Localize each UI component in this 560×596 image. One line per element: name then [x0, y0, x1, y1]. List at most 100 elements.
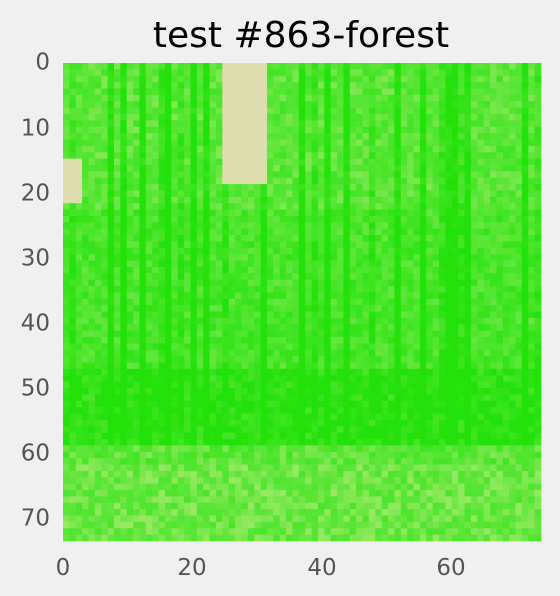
image-pixel: [445, 184, 453, 191]
image-pixel: [88, 298, 96, 306]
image-pixel: [279, 190, 287, 198]
image-pixel: [400, 82, 408, 89]
image-pixel: [477, 228, 485, 236]
image-pixel: [158, 158, 166, 166]
image-pixel: [184, 298, 191, 306]
image-pixel: [343, 133, 351, 140]
image-pixel: [222, 190, 230, 198]
image-pixel: [439, 298, 446, 306]
image-pixel: [419, 419, 427, 427]
image-pixel: [215, 388, 223, 395]
image-pixel: [490, 400, 497, 408]
image-pixel: [241, 419, 249, 427]
image-pixel: [521, 343, 529, 351]
image-pixel: [311, 464, 319, 472]
image-pixel: [101, 407, 109, 414]
image-pixel: [388, 349, 395, 357]
image-pixel: [273, 349, 281, 357]
image-pixel: [260, 88, 268, 96]
image-pixel: [292, 432, 300, 440]
image-pixel: [209, 82, 217, 89]
image-pixel: [375, 241, 383, 249]
image-pixel: [324, 63, 332, 70]
image-pixel: [292, 133, 300, 140]
image-pixel: [483, 407, 491, 414]
image-pixel: [464, 101, 472, 109]
image-pixel: [458, 254, 465, 261]
image-pixel: [107, 324, 115, 332]
image-pixel: [126, 94, 134, 102]
image-pixel: [451, 184, 459, 191]
image-pixel: [133, 458, 140, 465]
image-pixel: [63, 164, 70, 172]
image-pixel: [388, 75, 395, 83]
image-pixel: [203, 279, 210, 287]
image-pixel: [286, 228, 293, 236]
image-pixel: [477, 368, 485, 376]
image-pixel: [139, 152, 147, 159]
image-pixel: [120, 107, 128, 115]
image-pixel: [247, 69, 255, 77]
image-pixel: [496, 451, 504, 459]
image-pixel: [419, 82, 427, 89]
image-pixel: [534, 464, 542, 472]
image-pixel: [330, 432, 338, 440]
image-pixel: [407, 241, 414, 249]
image-pixel: [388, 101, 395, 109]
image-pixel: [101, 133, 109, 140]
image-pixel: [419, 254, 427, 261]
image-pixel: [445, 400, 453, 408]
image-pixel: [375, 311, 383, 319]
image-pixel: [279, 477, 287, 485]
image-pixel: [69, 445, 77, 453]
image-pixel: [432, 432, 440, 440]
image-pixel: [490, 292, 497, 300]
image-pixel: [298, 458, 306, 465]
image-pixel: [254, 120, 261, 128]
image-pixel: [209, 260, 217, 268]
image-pixel: [356, 349, 363, 357]
image-pixel: [171, 228, 179, 236]
image-pixel: [126, 222, 134, 230]
image-pixel: [184, 184, 191, 191]
image-pixel: [458, 458, 465, 465]
image-pixel: [483, 356, 491, 363]
image-pixel: [477, 113, 485, 121]
image-pixel: [502, 88, 510, 96]
image-pixel: [375, 94, 383, 102]
image-pixel: [158, 235, 166, 242]
image-pixel: [75, 235, 83, 242]
image-pixel: [528, 400, 536, 408]
image-pixel: [273, 388, 281, 395]
image-pixel: [349, 126, 357, 134]
image-pixel: [311, 477, 319, 485]
image-pixel: [458, 260, 465, 268]
image-pixel: [419, 451, 427, 459]
image-pixel: [317, 317, 325, 325]
image-pixel: [419, 394, 427, 402]
image-pixel: [521, 337, 529, 344]
image-pixel: [120, 432, 128, 440]
image-pixel: [534, 235, 542, 242]
image-pixel: [254, 184, 261, 191]
image-pixel: [171, 477, 179, 485]
image-pixel: [120, 311, 128, 319]
image-pixel: [305, 133, 312, 140]
image-pixel: [279, 120, 287, 128]
image-pixel: [324, 317, 332, 325]
image-pixel: [362, 451, 370, 459]
image-pixel: [445, 196, 453, 204]
image-pixel: [177, 190, 185, 198]
image-pixel: [470, 107, 478, 115]
image-pixel: [63, 419, 70, 427]
image-pixel: [94, 247, 102, 255]
image-pixel: [317, 190, 325, 198]
image-pixel: [88, 349, 96, 357]
image-pixel: [286, 75, 293, 83]
image-pixel: [381, 184, 389, 191]
image-pixel: [381, 356, 389, 363]
image-pixel: [63, 203, 70, 210]
image-pixel: [368, 445, 376, 453]
image-pixel: [260, 324, 268, 332]
image-pixel: [432, 82, 440, 89]
